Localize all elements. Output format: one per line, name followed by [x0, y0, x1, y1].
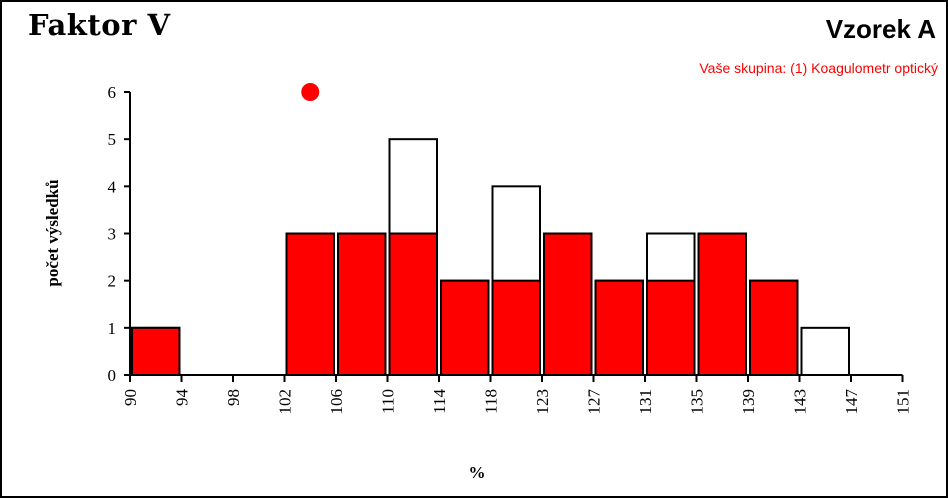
sample-label: Vzorek A — [825, 14, 936, 44]
x-tick-label-123: 123 — [533, 389, 552, 415]
x-tick-label-102: 102 — [276, 389, 295, 415]
bar-group-131 — [646, 279, 696, 376]
group-note: Vaše skupina: (1) Koagulometr optický — [699, 60, 938, 76]
y-axis-label: počet výsledků — [43, 179, 62, 286]
x-tick-label-118: 118 — [482, 389, 501, 414]
bar-total-143 — [800, 326, 850, 377]
x-tick-label-135: 135 — [688, 389, 707, 415]
bar-group-90 — [131, 326, 181, 377]
bar-group-102 — [285, 232, 335, 376]
y-tick-label-2: 2 — [108, 272, 117, 291]
x-axis-label: % — [469, 463, 486, 482]
x-tick-label-143: 143 — [791, 389, 810, 415]
y-tick-label-4: 4 — [108, 177, 117, 196]
x-ticks-layer: 90 94 98 102 106 110 114 118 123 127 131 135 139 143 1… — [121, 389, 913, 415]
bar-group-118 — [491, 279, 541, 376]
x-tick-label-147: 147 — [842, 389, 861, 415]
chart-title: Faktor V — [28, 8, 171, 42]
bar-group-135 — [697, 232, 747, 376]
bar-group-106 — [337, 232, 387, 376]
x-tick-label-127: 127 — [585, 389, 604, 415]
x-tick-label-94: 94 — [173, 389, 192, 407]
x-tick-label-139: 139 — [739, 389, 758, 415]
y-tick-label-1: 1 — [108, 319, 117, 338]
x-tick-label-98: 98 — [224, 389, 243, 406]
x-tick-label-114: 114 — [430, 389, 449, 414]
bars-layer — [131, 83, 850, 377]
group-marker-dot — [301, 83, 320, 101]
bar-group-139 — [749, 279, 799, 376]
y-tick-label-3: 3 — [108, 225, 117, 244]
y-tick-label-6: 6 — [108, 83, 117, 102]
y-ticks-layer: 0 1 2 3 4 5 6 — [108, 83, 117, 385]
axes-layer — [124, 91, 904, 382]
x-tick-label-110: 110 — [379, 389, 398, 414]
x-tick-label-131: 131 — [636, 389, 655, 415]
y-tick-label-0: 0 — [108, 366, 117, 385]
bar-group-127 — [594, 279, 644, 376]
x-tick-label-151: 151 — [894, 389, 913, 415]
bar-group-114 — [440, 279, 490, 376]
bar-group-110 — [388, 232, 438, 376]
bar-group-123 — [543, 232, 593, 376]
x-tick-label-90: 90 — [121, 389, 140, 406]
y-tick-label-5: 5 — [108, 130, 117, 149]
x-tick-label-106: 106 — [327, 389, 346, 415]
